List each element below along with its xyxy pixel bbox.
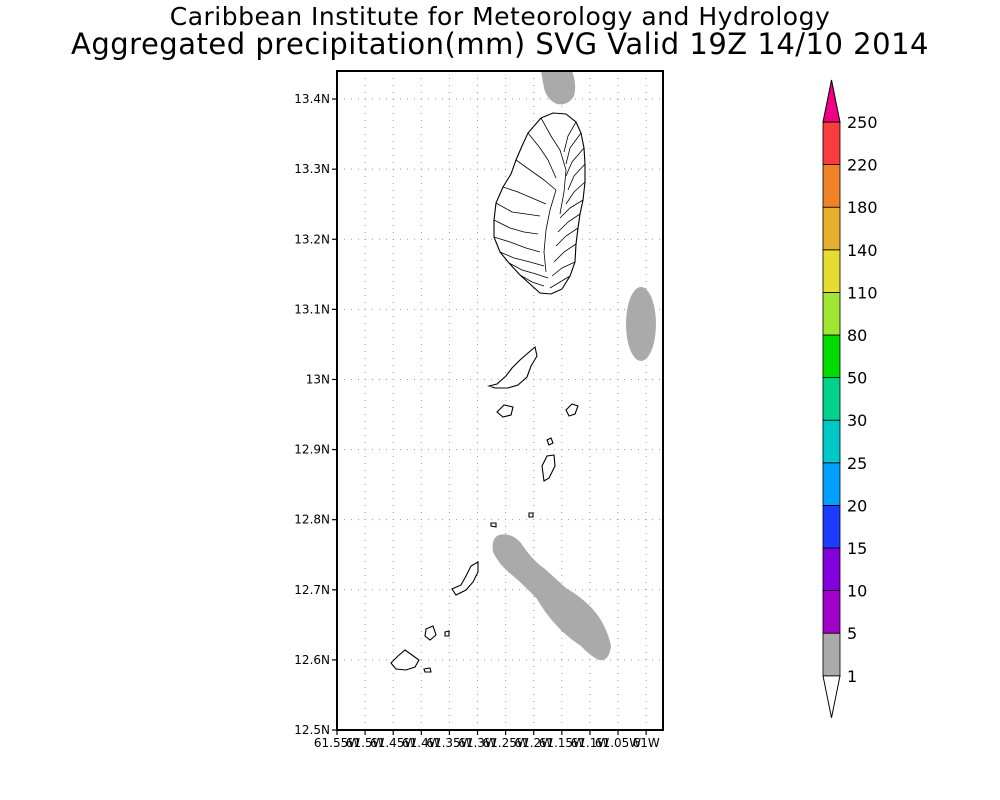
colorbar-segment bbox=[822, 164, 841, 208]
grid-lines bbox=[337, 71, 663, 730]
colorbar-label: 5 bbox=[847, 624, 857, 643]
lat-label: 13.2N bbox=[294, 232, 330, 246]
colorbar-label: 180 bbox=[847, 198, 878, 217]
island-bequia bbox=[487, 345, 538, 389]
lon-label: 61.2W bbox=[514, 736, 553, 750]
lon-label: 61.55W bbox=[314, 736, 360, 750]
colorbar-label: 110 bbox=[847, 283, 878, 302]
island-mayreau bbox=[451, 561, 479, 596]
colorbar-label: 1 bbox=[847, 667, 857, 686]
colorbar-segment bbox=[822, 419, 841, 464]
islet-b bbox=[565, 403, 579, 417]
colorbar-segment bbox=[822, 462, 841, 506]
islet-g bbox=[423, 667, 432, 673]
precipitation-colorbar bbox=[822, 79, 841, 718]
island-carriacou bbox=[390, 649, 420, 671]
map-title: Caribbean Institute for Meteorology and … bbox=[169, 2, 831, 31]
lat-label: 12.9N bbox=[294, 443, 330, 457]
lon-label: 61.25W bbox=[483, 736, 529, 750]
lon-label: 61.35W bbox=[426, 736, 472, 750]
colorbar-segment bbox=[822, 334, 841, 378]
map-subtitle: Aggregated precipitation(mm) SVG Valid 1… bbox=[71, 27, 929, 61]
colorbar-segment bbox=[822, 632, 841, 677]
colorbar-label: 220 bbox=[847, 156, 878, 175]
map-frame bbox=[336, 70, 664, 731]
lat-label: 12.8N bbox=[294, 513, 330, 527]
colorbar-label: 25 bbox=[847, 454, 867, 473]
lat-label: 13.4N bbox=[294, 92, 330, 106]
map-frame-bg bbox=[337, 71, 663, 730]
islet-f bbox=[444, 630, 450, 637]
lon-label: 61.4W bbox=[402, 736, 441, 750]
lon-label: 61W bbox=[633, 736, 660, 750]
watershed-lines bbox=[493, 117, 586, 289]
colorbar-low-end bbox=[822, 675, 841, 718]
colorbar-label: 20 bbox=[847, 496, 867, 515]
colorbar-high-end bbox=[822, 79, 841, 123]
islet-e bbox=[528, 512, 534, 518]
lon-label: 61.3W bbox=[458, 736, 497, 750]
lon-label: 61.5W bbox=[346, 736, 385, 750]
lat-label: 13N bbox=[306, 372, 330, 386]
colorbar-segment bbox=[822, 547, 841, 591]
island-canouan bbox=[541, 454, 556, 482]
colorbar-segment bbox=[822, 291, 841, 336]
colorbar-label: 10 bbox=[847, 582, 867, 601]
lon-label: 61.15W bbox=[539, 736, 585, 750]
colorbar-label: 250 bbox=[847, 113, 878, 132]
lat-label: 12.6N bbox=[294, 653, 330, 667]
colorbar-segment bbox=[822, 121, 841, 165]
colorbar-label: 30 bbox=[847, 411, 867, 430]
colorbar-segment bbox=[822, 504, 841, 549]
island-union bbox=[424, 625, 437, 641]
lat-label: 13.1N bbox=[294, 302, 330, 316]
colorbar-segment bbox=[822, 249, 841, 293]
colorbar-segment bbox=[822, 206, 841, 251]
lon-label: 61.45W bbox=[370, 736, 416, 750]
lon-label: 61.05W bbox=[595, 736, 641, 750]
colorbar-segment bbox=[822, 590, 841, 634]
latitude-axis-labels: 13.4N 13.3N 13.2N 13.1N 13N 12.9N 12.8N 12.7N 12… bbox=[294, 92, 330, 737]
islet-a bbox=[496, 404, 514, 418]
islet-d bbox=[490, 522, 497, 528]
colorbar-label: 50 bbox=[847, 369, 867, 388]
precip-area-north bbox=[541, 71, 576, 105]
longitude-axis-labels: 61.55W61.5W61.45W61.4W61.35W61.3W61.25W6… bbox=[314, 736, 660, 750]
lon-label: 61.1W bbox=[571, 736, 610, 750]
colorbar-label: 140 bbox=[847, 241, 878, 260]
lat-label: 12.7N bbox=[294, 583, 330, 597]
precip-area-east bbox=[626, 287, 656, 361]
lat-label: 12.5N bbox=[294, 723, 330, 737]
axis-ticks bbox=[332, 98, 647, 735]
precip-area-south bbox=[492, 534, 611, 661]
islet-c bbox=[546, 437, 554, 446]
lat-label: 13.3N bbox=[294, 162, 330, 176]
colorbar-label: 15 bbox=[847, 539, 867, 558]
colorbar-segment bbox=[822, 377, 841, 421]
precipitation-areas bbox=[492, 71, 656, 661]
colorbar-label: 80 bbox=[847, 326, 867, 345]
